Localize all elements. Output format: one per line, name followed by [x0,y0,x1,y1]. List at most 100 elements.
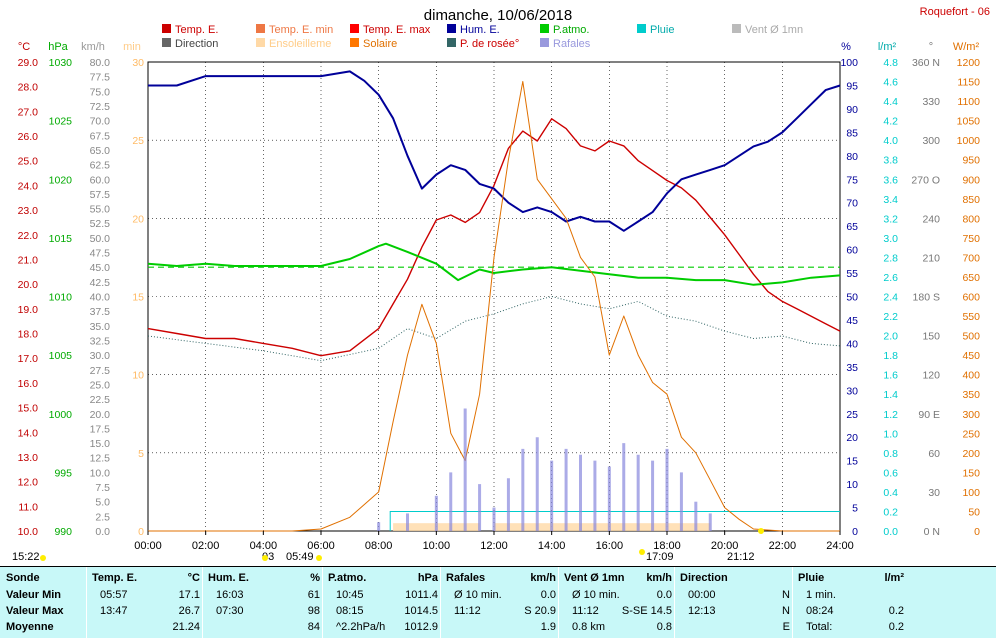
summary-value: 0.2 [888,621,904,633]
y-tick-label-temp: 19.0 [18,304,39,316]
y-tick-label-solar: 950 [962,155,980,167]
y-tick-label-solar: 350 [962,389,980,401]
summary-value: S 20.9 [524,605,556,617]
y-tick-label-rain: 2.8 [883,252,898,264]
weather-chart: dimanche, 10/06/2018 Roquefort - 06 Temp… [12,6,990,563]
y-tick-label-temp: 12.0 [18,477,39,489]
time-markers: 15:22 03 05:49 17:09 21:12 [12,528,764,563]
y-tick-label-pressure: 995 [54,467,72,479]
summary-unit: °C [187,572,200,584]
x-tick-label: 14:00 [538,540,566,552]
y-tick-label-wind: 2.5 [95,511,110,523]
legend-label: Rafales [553,38,591,50]
y-tick-label-rain: 3.4 [883,194,898,206]
y-tick-label-direction: 180 S [913,292,940,304]
summary-time: 08:24 [806,605,834,617]
y-tick-label-sun: 5 [138,448,144,460]
y-tick-label-direction: 240 [922,213,940,225]
y-tick-label-solar: 150 [962,467,980,479]
y-tick-label-pressure: 1025 [49,116,73,128]
summary-value: 17.1 [178,589,200,601]
y-tick-label-humidity: 5 [852,503,858,515]
y-tick-label-temp: 11.0 [18,501,38,513]
y-tick-label-solar: 800 [962,213,980,225]
y-tick-label-wind: 17.5 [90,423,111,435]
y-tick-label-humidity: 15 [846,456,858,468]
y-tick-label-pressure: 1000 [49,409,73,421]
y-tick-label-temp: 25.0 [18,156,39,168]
legend-swatch [637,24,646,33]
series-line-2 [147,242,841,286]
y-tick-label-solar: 750 [962,233,980,245]
chart-title: dimanche, 10/06/2018 [424,7,572,24]
time-marker-sunrise2: 05:49 [286,551,314,563]
time-marker-sunset: 17:09 [646,551,674,563]
y-tick-label-direction: 360 N [912,57,940,69]
legend-swatch [447,24,456,33]
y-tick-label-sun: 30 [132,57,144,69]
x-tick-label: 08:00 [365,540,393,552]
y-tick-label-rain: 1.4 [883,389,898,401]
y-tick-label-rain: 2.0 [883,331,898,343]
y-tick-label-solar: 600 [962,292,980,304]
legend-label: Direction [175,38,218,50]
summary-unit: km/h [530,572,556,584]
legend-swatch [162,24,171,33]
y-tick-label-pressure: 1020 [49,174,73,186]
legend-swatch [732,24,741,33]
y-tick-label-wind: 12.5 [90,453,111,465]
y-tick-label-solar: 650 [962,272,980,284]
y-tick-label-temp: 23.0 [18,205,39,217]
y-tick-label-solar: 300 [962,409,980,421]
summary-time: 11:12 [572,605,599,617]
y-tick-label-wind: 80.0 [90,57,111,69]
y-tick-label-rain: 2.2 [883,311,898,323]
sun-marker [639,549,645,555]
y-tick-label-wind: 47.5 [90,248,111,260]
summary-value: 0.2 [888,605,904,617]
y-tick-label-wind: 72.5 [90,101,111,113]
y-tick-label-temp: 26.0 [18,131,39,143]
y-tick-label-direction: 330 [922,96,940,108]
summary-header: Temp. E. [92,572,138,584]
summary-time: 08:15 [336,605,364,617]
y-tick-label-humidity: 0 [852,526,858,538]
legend-label: Hum. E. [460,24,500,36]
y-tick-label-humidity: 10 [846,479,858,491]
y-tick-label-wind: 60.0 [90,174,111,186]
y-tick-label-wind: 70.0 [90,116,111,128]
y-tick-label-wind: 32.5 [90,335,111,347]
y-tick-label-direction: 300 [922,135,940,147]
summary-value: 26.7 [178,605,200,617]
y-tick-label-solar: 700 [962,252,980,264]
summary-time: 07:30 [216,605,244,617]
legend-swatch [350,38,359,47]
y-tick-label-solar: 50 [968,506,980,518]
summary-value: 98 [307,605,320,617]
summary-header: P.atmo. [328,572,367,584]
summary-divider [674,567,675,638]
y-tick-label-wind: 20.0 [90,409,111,421]
axis-unit-direction: ° [929,41,933,53]
summary-value: N [782,605,790,617]
summary-header: Pluie [798,572,825,584]
summary-unit: % [310,572,320,584]
summary-time: 00:00 [688,589,716,601]
summary-value: 84 [307,621,320,633]
summary-value: N [782,589,790,601]
summary-unit: l/m² [884,572,904,584]
y-tick-label-wind: 27.5 [90,365,111,377]
legend-label: Pluie [650,24,674,36]
y-tick-label-direction: 30 [928,487,940,499]
y-tick-label-solar: 100 [962,487,980,499]
y-tick-label-temp: 22.0 [18,230,39,242]
y-tick-label-pressure: 1030 [49,57,73,69]
y-tick-label-humidity: 40 [846,338,858,350]
legend-label: Ensoleilleme [269,38,331,50]
rain-line [389,510,840,531]
x-tick-label: 22:00 [769,540,797,552]
y-tick-label-wind: 25.0 [90,379,111,391]
station-name: Roquefort - 06 [920,6,990,18]
summary-time: 11:12 [454,605,481,617]
y-tick-label-rain: 1.2 [883,409,898,421]
